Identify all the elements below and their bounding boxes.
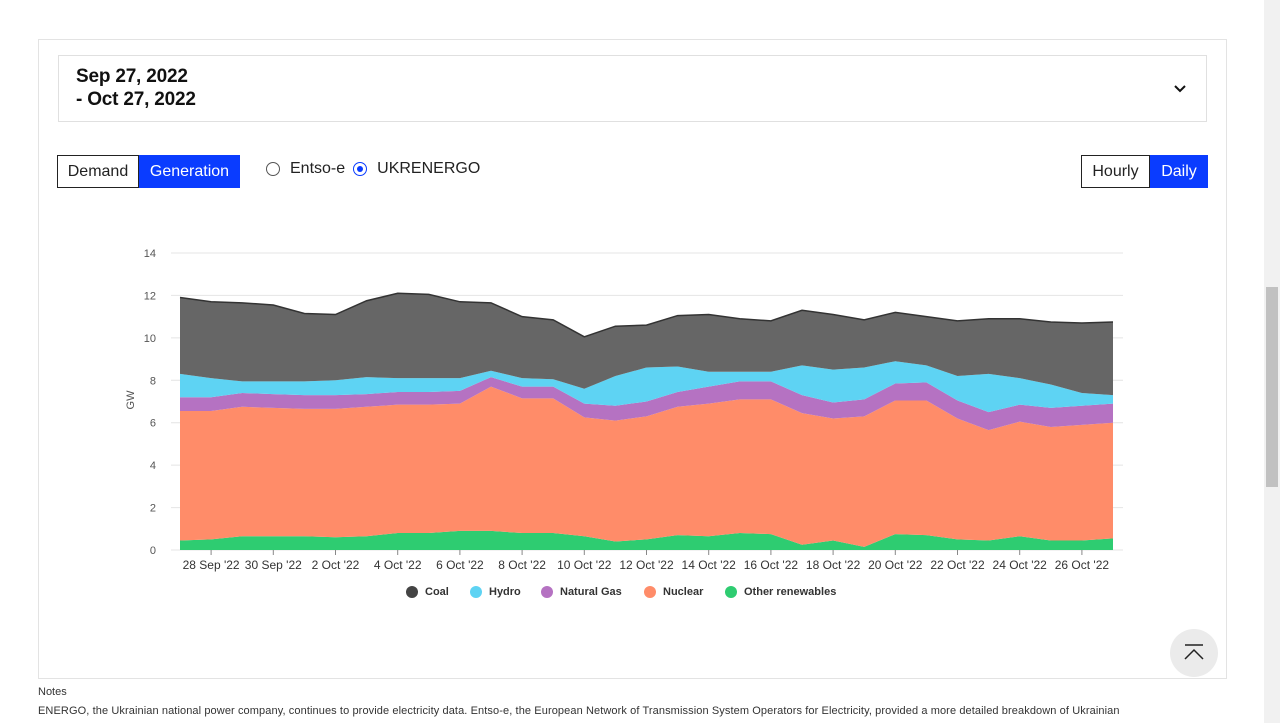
demand-button[interactable]: Demand	[57, 155, 139, 188]
legend-dot-icon	[644, 586, 656, 598]
x-tick-label: 24 Oct '22	[993, 558, 1048, 572]
y-tick-label: 14	[144, 248, 156, 260]
area-hydro[interactable]	[180, 361, 1113, 413]
x-tick-label: 12 Oct '22	[619, 558, 674, 572]
notes-title: Notes	[38, 686, 67, 698]
chart-legend: Coal Hydro Natural Gas Nuclear Other renewab…	[0, 586, 1280, 602]
scroll-to-top-button[interactable]	[1170, 629, 1218, 677]
chart-areas	[179, 292, 1114, 550]
y-tick-label: 2	[150, 503, 156, 515]
radio-checked-icon	[353, 162, 368, 176]
radio-entso-e[interactable]: Entso-e	[266, 160, 345, 178]
y-tick-label: 6	[150, 418, 156, 430]
x-tick-label: 26 Oct '22	[1055, 558, 1110, 572]
legend-dot-icon	[725, 586, 737, 598]
notes-text: ENERGO, the Ukrainian national power com…	[38, 705, 1120, 717]
legend-item-natural-gas[interactable]: Natural Gas	[541, 586, 622, 598]
legend-item-other-renewables[interactable]: Other renewables	[725, 586, 836, 598]
radio-ukrenergo-label: UKRENERGO	[377, 160, 481, 177]
y-tick-label: 10	[144, 333, 156, 345]
legend-label: Nuclear	[663, 586, 704, 598]
chevron-down-icon[interactable]	[1172, 80, 1188, 96]
scrollbar-thumb[interactable]	[1266, 287, 1278, 487]
y-axis-label: GW	[125, 390, 137, 410]
x-tick-label: 14 Oct '22	[682, 558, 737, 572]
generation-button[interactable]: Generation	[139, 155, 240, 188]
area-natural-gas[interactable]	[180, 377, 1113, 431]
area-coal[interactable]	[180, 293, 1113, 396]
metric-toggle: Demand Generation	[57, 155, 240, 188]
x-tick-label: 2 Oct '22	[312, 558, 360, 572]
chart-card	[38, 39, 1227, 679]
legend-dot-icon	[406, 586, 418, 598]
radio-entso-e-label: Entso-e	[290, 160, 346, 177]
legend-item-coal[interactable]: Coal	[406, 586, 449, 598]
x-tick-label: 28 Sep '22	[183, 558, 240, 572]
y-tick-label: 12	[144, 290, 156, 302]
radio-unchecked-icon	[266, 162, 280, 176]
total-outline	[179, 292, 1114, 338]
legend-item-hydro[interactable]: Hydro	[470, 586, 521, 598]
page-scrollbar[interactable]	[1264, 0, 1280, 723]
x-tick-label: 6 Oct '22	[436, 558, 484, 572]
date-range-end: - Oct 27, 2022	[76, 89, 196, 110]
legend-label: Coal	[425, 586, 449, 598]
x-tick-label: 18 Oct '22	[806, 558, 861, 572]
x-tick-label: 16 Oct '22	[744, 558, 799, 572]
y-tick-label: 4	[150, 460, 156, 472]
chart-y-ticks: 0 2 4 6 8 10 12 14	[144, 248, 156, 557]
legend-item-nuclear[interactable]: Nuclear	[644, 586, 703, 598]
hourly-button[interactable]: Hourly	[1081, 155, 1150, 188]
radio-ukrenergo[interactable]: UKRENERGO	[353, 160, 480, 178]
x-tick-label: 22 Oct '22	[930, 558, 985, 572]
legend-label: Other renewables	[744, 586, 837, 598]
arrow-up-icon	[1184, 644, 1204, 660]
source-radio-group: Entso-e UKRENERGO	[266, 160, 488, 178]
area-other-renewables[interactable]	[180, 530, 1113, 550]
legend-label: Natural Gas	[560, 586, 622, 598]
chart-x-ticks: 28 Sep '22 30 Sep '22 2 Oct '22 4 Oct '22 6 …	[183, 550, 1110, 572]
granularity-toggle: Hourly Daily	[1081, 155, 1208, 188]
daily-button[interactable]: Daily	[1150, 155, 1208, 188]
legend-label: Hydro	[489, 586, 521, 598]
x-tick-label: 20 Oct '22	[868, 558, 923, 572]
y-tick-label: 0	[150, 545, 156, 557]
x-tick-label: 4 Oct '22	[374, 558, 422, 572]
date-range-start: Sep 27, 2022	[76, 66, 188, 87]
x-tick-label: 30 Sep '22	[245, 558, 302, 572]
area-nuclear[interactable]	[180, 386, 1113, 547]
y-tick-label: 8	[150, 375, 156, 387]
x-tick-label: 8 Oct '22	[498, 558, 546, 572]
date-range-dropdown[interactable]: Sep 27, 2022 - Oct 27, 2022	[58, 55, 1207, 122]
x-tick-label: 10 Oct '22	[557, 558, 612, 572]
legend-dot-icon	[541, 586, 553, 598]
legend-dot-icon	[470, 586, 482, 598]
